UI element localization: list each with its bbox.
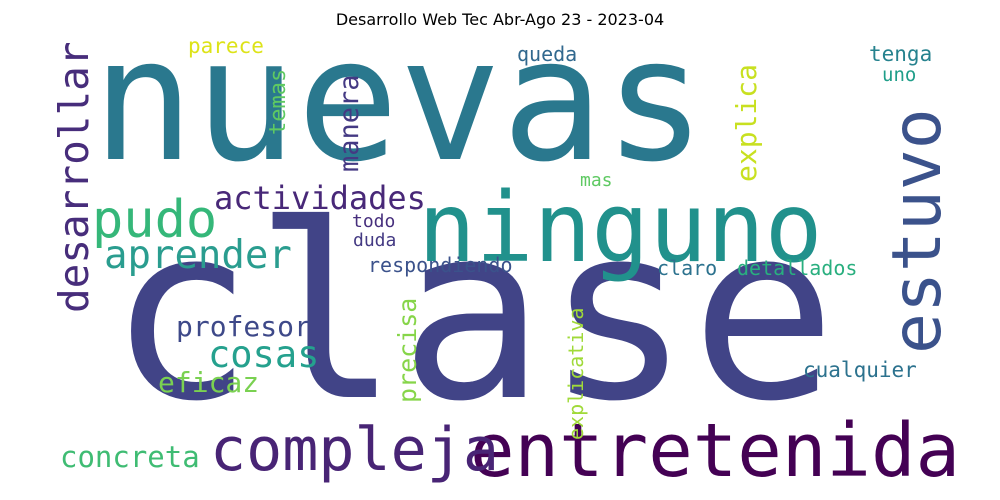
word-pudo: pudo (92, 190, 218, 250)
word-detallados: detallados (737, 256, 858, 280)
word-precisa: precisa (393, 297, 422, 403)
word-estuvo: estuvo (878, 108, 957, 354)
word-profesor: profesor (176, 310, 311, 343)
word-temas: temas (266, 68, 291, 135)
word-duda: duda (353, 230, 397, 251)
word-claro: claro (657, 256, 718, 280)
chart-title: Desarrollo Web Tec Abr-Ago 23 - 2023-04 (335, 10, 665, 29)
word-explicativa: explicativa (564, 307, 588, 440)
word-ninguno: ninguno (418, 172, 823, 284)
word-respondiendo: respondiendo (368, 253, 513, 277)
word-parece: parece (188, 34, 264, 58)
word-entretenida: entretenida (470, 408, 961, 494)
word-queda: queda (517, 42, 578, 66)
word-aprender: aprender (104, 233, 292, 278)
word-todo: todo (352, 211, 396, 232)
word-actividades: actividades (214, 179, 426, 217)
word-clase: clase (108, 173, 837, 455)
word-nuevas: nuevas (92, 2, 707, 200)
word-cosas: cosas (208, 333, 320, 376)
word-desarrollar: desarrollar (50, 41, 98, 313)
word-uno: uno (882, 64, 917, 86)
word-compleja: compleja (210, 415, 499, 485)
word-manera: manera (334, 74, 365, 172)
word-tenga: tenga (869, 42, 933, 66)
word-mas: mas (580, 170, 613, 191)
word-explica: explica (730, 63, 763, 182)
word-concreta: concreta (60, 440, 200, 474)
word-cualquier: cualquier (803, 358, 917, 382)
word-eficaz: eficaz (158, 366, 260, 399)
